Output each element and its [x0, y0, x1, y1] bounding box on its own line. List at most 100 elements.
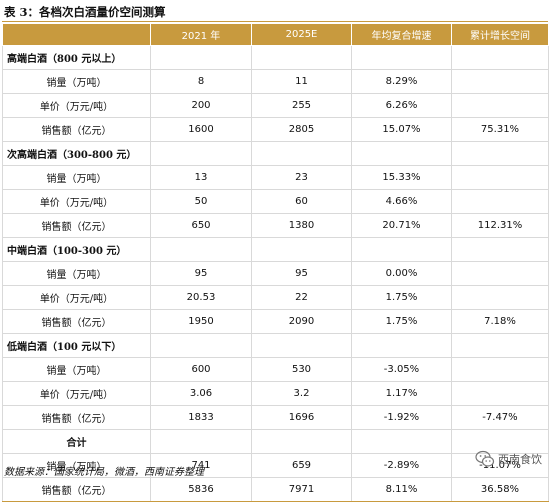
table-row: 销售额（亿元） 1600 2805 15.07% 75.31%: [2, 117, 549, 142]
cell-2025e: 1380: [251, 213, 352, 238]
cell-total-growth: [451, 165, 549, 190]
watermark: 西南食饮: [475, 448, 542, 470]
header-2025e: 2025E: [251, 23, 352, 46]
row-label: 销售额（亿元）: [2, 477, 151, 502]
row-label: 销售额（亿元）: [2, 213, 151, 238]
cell-2021: 5836: [150, 477, 252, 502]
cell-cagr: 0.00%: [351, 261, 452, 286]
row-label: 销量（万吨）: [2, 357, 151, 382]
cell-2021: 200: [150, 93, 252, 118]
estimation-table: 2021 年 2025E 年均复合增速 累计增长空间 高端白酒（800 元以上）…: [2, 23, 549, 502]
watermark-text: 西南食饮: [498, 453, 542, 466]
cell-cagr: 20.71%: [351, 213, 452, 238]
table-row: 销售额（亿元） 650 1380 20.71% 112.31%: [2, 213, 549, 238]
header-2021: 2021 年: [150, 23, 252, 46]
cell-2025e: 2805: [251, 117, 352, 142]
row-label: 销量（万吨）: [2, 453, 151, 478]
cell-cagr: -3.05%: [351, 357, 452, 382]
section-row-mid-end: 中端白酒（100-300 元）: [2, 237, 549, 262]
cell-total-growth: [451, 381, 549, 406]
cell-cagr: -2.89%: [351, 453, 452, 478]
cell-2021: 20.53: [150, 285, 252, 310]
cell-2021: 741: [150, 453, 252, 478]
section-name: 中端白酒（100-300 元）: [2, 237, 151, 262]
cell-cagr: 15.07%: [351, 117, 452, 142]
cell-2025e: 2090: [251, 309, 352, 334]
row-label: 销量（万吨）: [2, 261, 151, 286]
header-label-col: [2, 23, 151, 46]
cell-total-growth: -7.47%: [451, 405, 549, 430]
cell-total-growth: 7.18%: [451, 309, 549, 334]
table-row: 单价（万元/吨） 3.06 3.2 1.17%: [2, 381, 549, 406]
table-row: 销售额（亿元） 5836 7971 8.11% 36.58%: [2, 477, 549, 502]
cell-2021: 1950: [150, 309, 252, 334]
row-label: 单价（万元/吨）: [2, 93, 151, 118]
cell-2025e: 60: [251, 189, 352, 214]
cell-total-growth: [451, 357, 549, 382]
section-row-low-end: 低端白酒（100 元以下）: [2, 333, 549, 358]
title-divider: [2, 21, 548, 22]
cell-total-growth: [451, 93, 549, 118]
data-source-note: 数据来源：国家统计局，微酒，西南证券整理: [4, 467, 204, 478]
table-row: 销售额（亿元） 1833 1696 -1.92% -7.47%: [2, 405, 549, 430]
row-label: 销售额（亿元）: [2, 309, 151, 334]
section-name: 次高端白酒（300-800 元）: [2, 141, 151, 166]
table-row: 单价（万元/吨） 200 255 6.26%: [2, 93, 549, 118]
cell-2025e: 95: [251, 261, 352, 286]
cell-total-growth: [451, 261, 549, 286]
cell-total-growth: [451, 69, 549, 94]
row-label: 单价（万元/吨）: [2, 381, 151, 406]
section-name: 合计: [2, 429, 151, 454]
section-name: 高端白酒（800 元以上）: [2, 45, 151, 70]
row-label: 销售额（亿元）: [2, 405, 151, 430]
cell-total-growth: [451, 189, 549, 214]
cell-cagr: -1.92%: [351, 405, 452, 430]
cell-2025e: 3.2: [251, 381, 352, 406]
table-row: 销量（万吨） 600 530 -3.05%: [2, 357, 549, 382]
cell-2021: 8: [150, 69, 252, 94]
header-row: 2021 年 2025E 年均复合增速 累计增长空间: [2, 23, 549, 46]
cell-2021: 95: [150, 261, 252, 286]
cell-cagr: 15.33%: [351, 165, 452, 190]
table-row: 单价（万元/吨） 50 60 4.66%: [2, 189, 549, 214]
cell-cagr: 1.75%: [351, 285, 452, 310]
table-row: 销量（万吨） 741 659 -2.89% -11.07%: [2, 453, 549, 478]
section-row-total: 合计: [2, 429, 549, 454]
cell-2021: 1833: [150, 405, 252, 430]
cell-total-growth: 36.58%: [451, 477, 549, 502]
cell-cagr: 1.17%: [351, 381, 452, 406]
cell-2025e: 23: [251, 165, 352, 190]
cell-2025e: 1696: [251, 405, 352, 430]
table-row: 销量（万吨） 13 23 15.33%: [2, 165, 549, 190]
cell-2021: 1600: [150, 117, 252, 142]
cell-total-growth: 75.31%: [451, 117, 549, 142]
section-row-sub-high-end: 次高端白酒（300-800 元）: [2, 141, 549, 166]
header-total-growth: 累计增长空间: [451, 23, 549, 46]
wechat-icon: [475, 450, 495, 468]
cell-2025e: 255: [251, 93, 352, 118]
cell-2021: 13: [150, 165, 252, 190]
table-row: 单价（万元/吨） 20.53 22 1.75%: [2, 285, 549, 310]
cell-2021: 3.06: [150, 381, 252, 406]
cell-2021: 600: [150, 357, 252, 382]
table-row: 销量（万吨） 8 11 8.29%: [2, 69, 549, 94]
cell-total-growth: [451, 285, 549, 310]
cell-cagr: 4.66%: [351, 189, 452, 214]
cell-2025e: 530: [251, 357, 352, 382]
cell-total-growth: 112.31%: [451, 213, 549, 238]
cell-2021: 650: [150, 213, 252, 238]
cell-2025e: 659: [251, 453, 352, 478]
cell-total-growth: -11.07%: [451, 453, 549, 478]
cell-2025e: 11: [251, 69, 352, 94]
row-label: 单价（万元/吨）: [2, 285, 151, 310]
cell-cagr: 6.26%: [351, 93, 452, 118]
cell-cagr: 1.75%: [351, 309, 452, 334]
cell-2021: 50: [150, 189, 252, 214]
table-row: 销量（万吨） 95 95 0.00%: [2, 261, 549, 286]
header-cagr: 年均复合增速: [351, 23, 452, 46]
row-label: 销售额（亿元）: [2, 117, 151, 142]
row-label: 销量（万吨）: [2, 69, 151, 94]
row-label: 单价（万元/吨）: [2, 189, 151, 214]
cell-cagr: 8.29%: [351, 69, 452, 94]
row-label: 销量（万吨）: [2, 165, 151, 190]
